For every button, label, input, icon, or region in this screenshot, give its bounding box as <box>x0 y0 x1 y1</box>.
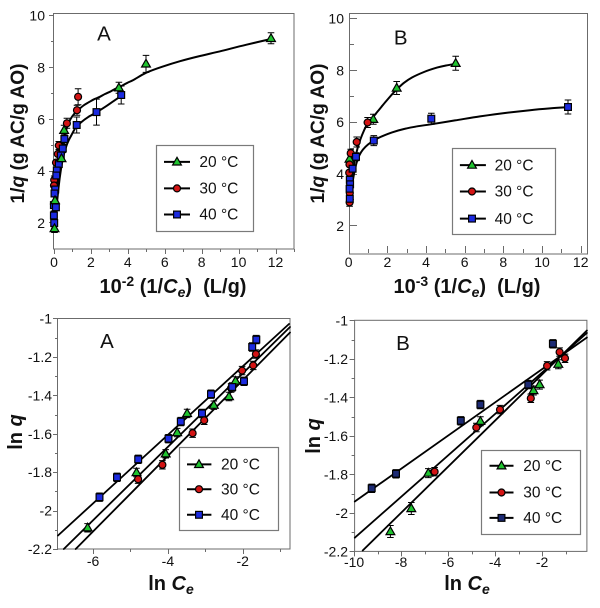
svg-text:-2: -2 <box>236 553 249 569</box>
svg-text:-1: -1 <box>40 311 53 327</box>
svg-text:30 °C: 30 °C <box>523 485 562 502</box>
svg-text:10-2 (1/Ce) (L/g): 10-2 (1/Ce) (L/g) <box>100 273 247 300</box>
svg-text:10: 10 <box>328 11 344 27</box>
svg-text:-1.6: -1.6 <box>324 428 348 444</box>
svg-text:4: 4 <box>124 254 132 270</box>
svg-text:30 °C: 30 °C <box>199 181 238 198</box>
svg-text:A: A <box>97 23 111 46</box>
svg-text:-10: -10 <box>344 554 364 570</box>
svg-text:-1: -1 <box>336 312 349 328</box>
svg-text:12: 12 <box>268 254 284 270</box>
svg-text:0: 0 <box>50 254 58 270</box>
svg-text:20 °C: 20 °C <box>523 458 562 475</box>
svg-text:8: 8 <box>499 254 507 270</box>
svg-text:4: 4 <box>336 166 344 182</box>
svg-text:6: 6 <box>161 254 169 270</box>
svg-text:-2: -2 <box>536 554 549 570</box>
svg-text:20 °C: 20 °C <box>495 157 534 174</box>
svg-text:20 °C: 20 °C <box>221 457 260 474</box>
svg-text:ln q: ln q <box>5 414 27 450</box>
svg-text:10: 10 <box>231 254 247 270</box>
svg-text:40 °C: 40 °C <box>495 211 534 228</box>
svg-text:ln Ce: ln Ce <box>148 573 194 597</box>
svg-text:2: 2 <box>384 254 392 270</box>
svg-text:-1.6: -1.6 <box>28 426 52 442</box>
svg-text:6: 6 <box>37 111 45 127</box>
svg-text:4: 4 <box>422 254 430 270</box>
svg-text:-6: -6 <box>87 553 100 569</box>
svg-text:20 °C: 20 °C <box>199 154 238 171</box>
svg-text:8: 8 <box>198 254 206 270</box>
svg-text:B: B <box>394 26 408 49</box>
svg-text:1/q (g AC/g AO): 1/q (g AC/g AO) <box>8 63 29 203</box>
svg-text:-2: -2 <box>40 503 53 519</box>
svg-text:-6: -6 <box>442 554 455 570</box>
svg-text:-4: -4 <box>489 554 502 570</box>
svg-text:-1.8: -1.8 <box>324 466 348 482</box>
svg-text:40 °C: 40 °C <box>199 207 238 224</box>
svg-text:8: 8 <box>37 60 45 76</box>
svg-text:-1.2: -1.2 <box>324 351 348 367</box>
svg-text:6: 6 <box>461 254 469 270</box>
svg-text:30 °C: 30 °C <box>221 481 260 498</box>
svg-text:A: A <box>100 330 114 353</box>
svg-text:-2: -2 <box>336 505 349 521</box>
svg-text:B: B <box>396 332 410 355</box>
svg-text:4: 4 <box>37 163 45 179</box>
svg-text:-4: -4 <box>162 553 175 569</box>
svg-text:-1.2: -1.2 <box>28 349 52 365</box>
svg-text:0: 0 <box>345 254 353 270</box>
svg-text:2: 2 <box>87 254 95 270</box>
svg-text:10: 10 <box>29 8 45 24</box>
svg-text:12: 12 <box>573 254 589 270</box>
svg-text:8: 8 <box>336 62 344 78</box>
svg-text:-1.8: -1.8 <box>28 464 52 480</box>
svg-text:-8: -8 <box>395 554 408 570</box>
svg-text:2: 2 <box>37 215 45 231</box>
svg-text:6: 6 <box>336 114 344 130</box>
svg-text:-2.2: -2.2 <box>324 543 348 559</box>
svg-text:-2.2: -2.2 <box>28 541 52 557</box>
svg-text:40 °C: 40 °C <box>221 507 260 524</box>
svg-text:1/q (g AC/g AO): 1/q (g AC/g AO) <box>308 63 329 203</box>
svg-text:2: 2 <box>336 218 344 234</box>
svg-text:40 °C: 40 °C <box>523 510 562 527</box>
svg-text:30 °C: 30 °C <box>495 184 534 201</box>
svg-text:-1.4: -1.4 <box>324 389 348 405</box>
svg-text:-1.4: -1.4 <box>28 387 52 403</box>
svg-text:10-3 (1/Ce) (L/g): 10-3 (1/Ce) (L/g) <box>394 273 541 300</box>
svg-text:ln q: ln q <box>303 418 325 454</box>
svg-text:10: 10 <box>534 254 550 270</box>
